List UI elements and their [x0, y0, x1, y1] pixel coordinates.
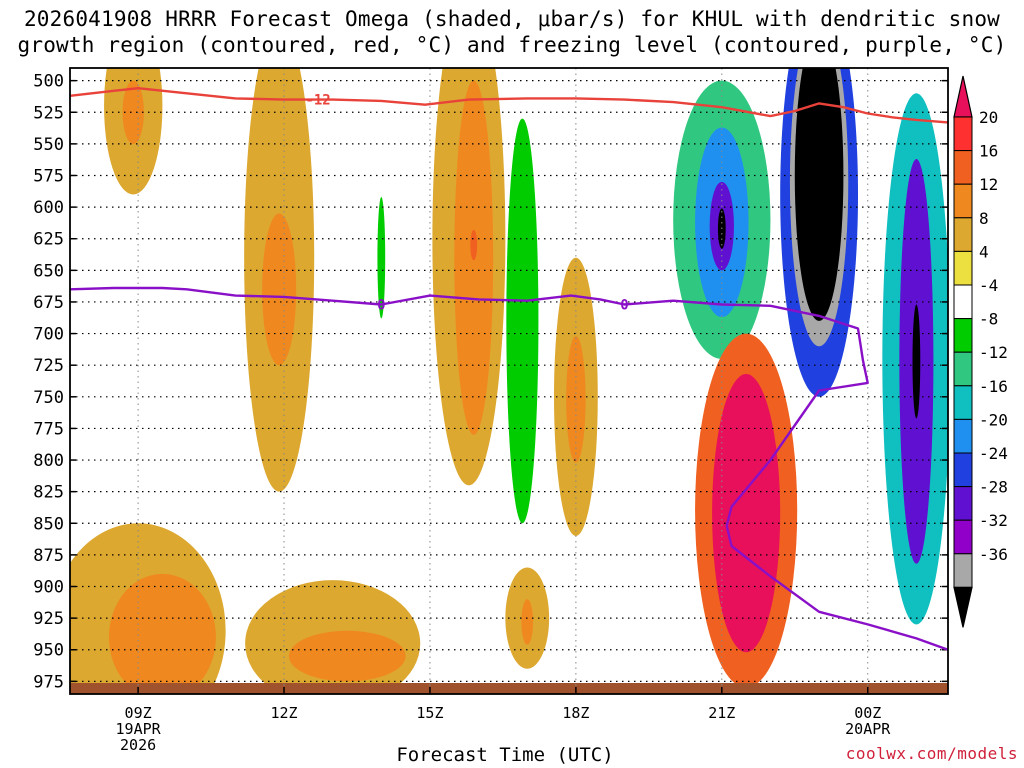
y-tick-label-750: 750	[33, 388, 64, 408]
freezing-level-contour	[69, 286, 949, 651]
y-tick-label-850: 850	[33, 514, 64, 534]
colorbar-label--20: -20	[979, 410, 1008, 429]
x-tick-label-18Z: 18Z	[562, 704, 589, 722]
omega-shaded-region-18	[712, 374, 781, 653]
omega-shaded-region-21	[794, 68, 844, 321]
colorbar-label--24: -24	[979, 444, 1008, 463]
colorbar-swatch-12	[953, 486, 973, 521]
x-tick-label-15Z: 15Z	[416, 704, 443, 722]
colorbar-swatch-5	[953, 250, 973, 286]
omega-shaded-region-3	[262, 213, 297, 366]
colorbar-label-12: 12	[979, 175, 998, 194]
omega-shaded-region-12	[521, 599, 534, 645]
colorbar-bottom-triangle	[953, 586, 973, 628]
colorbar-label-8: 8	[979, 209, 989, 228]
colorbar-label--36: -36	[979, 545, 1008, 564]
y-tick-label-600: 600	[33, 198, 64, 218]
freezing-level-contour-label-0: 0	[377, 297, 385, 313]
x-tick-label-09Z: 09Z	[125, 704, 152, 722]
colorbar-label-4: 4	[979, 242, 989, 261]
colorbar-top-triangle	[953, 75, 973, 118]
colorbar-label--4: -4	[979, 276, 998, 295]
omega-shaded-region-28	[288, 630, 406, 682]
omega-shaded-region-26	[108, 573, 216, 694]
colorbar-swatch-13	[953, 519, 973, 555]
y-tick-label-925: 925	[33, 609, 64, 629]
colorbar-label--32: -32	[979, 511, 1008, 530]
colorbar-swatch-4	[953, 217, 973, 252]
colorbar-swatch-6	[953, 284, 973, 320]
x-tick-label-00Z: 00Z	[854, 704, 881, 722]
dgz-contour	[69, 87, 949, 124]
omega-shaded-region-8	[506, 118, 539, 524]
y-tick-label-625: 625	[33, 230, 64, 250]
colorbar-label--28: -28	[979, 478, 1008, 497]
y-tick-label-950: 950	[33, 641, 64, 661]
colorbar-swatch-1	[953, 116, 973, 152]
colorbar-swatch-9	[953, 385, 973, 420]
colorbar-swatch-3	[953, 183, 973, 219]
plot-frame	[69, 67, 949, 695]
y-tick-label-825: 825	[33, 483, 64, 503]
credit-link[interactable]: coolwx.com/models	[845, 744, 1018, 763]
colorbar-label-20: 20	[979, 108, 998, 127]
ground-surface	[70, 683, 948, 694]
y-tick-label-900: 900	[33, 578, 64, 598]
omega-shaded-region-24	[912, 304, 921, 419]
y-tick-label-775: 775	[33, 419, 64, 439]
colorbar-swatch-10	[953, 418, 973, 454]
y-tick-label-800: 800	[33, 451, 64, 471]
colorbar-swatch-14	[953, 553, 973, 588]
dgz-contour-label-0: -12	[305, 93, 330, 109]
colorbar-swatch-2	[953, 150, 973, 185]
y-tick-label-700: 700	[33, 325, 64, 345]
colorbar-swatch-7	[953, 318, 973, 353]
x-axis-label: Forecast Time (UTC)	[396, 744, 614, 766]
y-tick-label-875: 875	[33, 546, 64, 566]
y-tick-label-500: 500	[33, 72, 64, 92]
title-line-1: 2026041908 HRRR Forecast Omega (shaded, …	[23, 7, 1001, 31]
colorbar-label--8: -8	[979, 310, 998, 329]
omega-shaded-region-4	[377, 196, 386, 319]
y-tick-label-525: 525	[33, 103, 64, 123]
freezing-level-contour-label-1: 0	[620, 297, 628, 313]
omega-shaded-region-7	[470, 229, 478, 261]
y-tick-label-725: 725	[33, 356, 64, 376]
y-tick-label-675: 675	[33, 293, 64, 313]
x-tick-label-21Z: 21Z	[708, 704, 735, 722]
y-tick-label-650: 650	[33, 261, 64, 281]
colorbar-swatch-11	[953, 452, 973, 488]
x-tick-label-12Z: 12Z	[270, 704, 297, 722]
colorbar-swatch-8	[953, 351, 973, 387]
shading-layer	[70, 68, 948, 694]
title-line-2: growth region (contoured, red, °C) and f…	[17, 33, 1007, 57]
x-tick-label-00Z: 20APR	[845, 720, 891, 738]
y-tick-label-575: 575	[33, 166, 64, 186]
colorbar-label-16: 16	[979, 142, 998, 161]
colorbar: 20 16 12 8 4 -4 -8 -12 -16 -20 -24 -28 -32 -36	[953, 75, 1008, 628]
y-tick-label-975: 975	[33, 672, 64, 692]
x-tick-label-09Z: 2026	[120, 736, 156, 754]
colorbar-label--12: -12	[979, 343, 1008, 362]
chart-title: 2026041908 HRRR Forecast Omega (shaded, …	[0, 6, 1024, 58]
colorbar-label--16: -16	[979, 377, 1008, 396]
y-tick-label-550: 550	[33, 135, 64, 155]
x-tick-label-09Z: 19APR	[116, 720, 162, 738]
